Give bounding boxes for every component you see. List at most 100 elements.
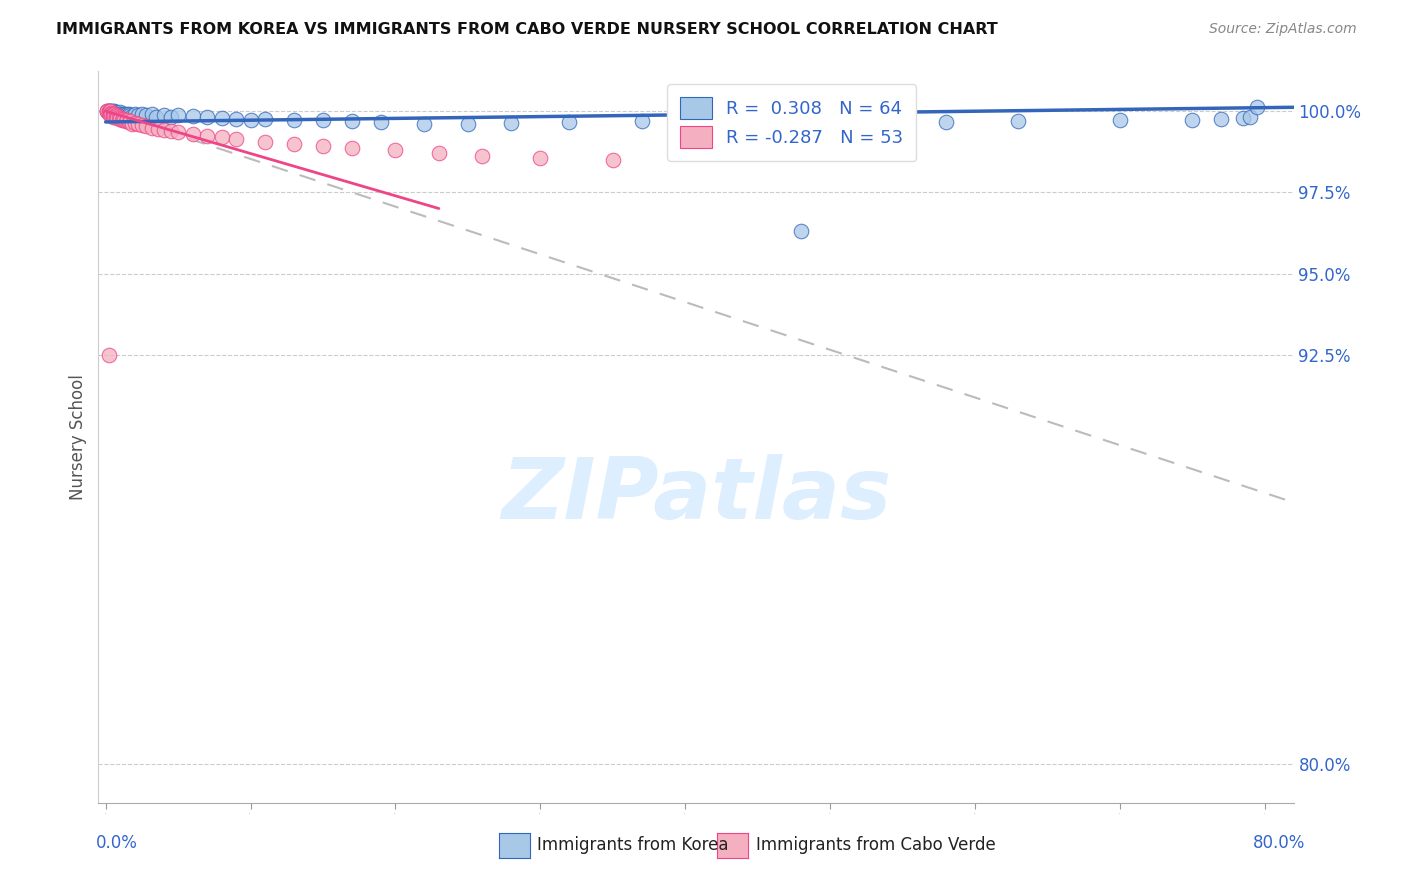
Point bbox=[100, 107, 122, 121]
Point bbox=[1108, 113, 1130, 128]
Point bbox=[558, 115, 581, 129]
Point bbox=[110, 112, 132, 127]
Text: ZIPatlas: ZIPatlas bbox=[501, 454, 891, 537]
Point bbox=[96, 104, 118, 119]
Point bbox=[112, 112, 135, 126]
Point bbox=[1209, 112, 1232, 126]
Text: Immigrants from Cabo Verde: Immigrants from Cabo Verde bbox=[756, 836, 997, 854]
Point bbox=[1007, 114, 1029, 128]
Point bbox=[100, 105, 122, 120]
Point bbox=[195, 110, 218, 124]
Point bbox=[239, 112, 262, 127]
Point bbox=[108, 107, 131, 121]
Point bbox=[211, 111, 233, 125]
Point bbox=[114, 107, 136, 121]
Point bbox=[97, 105, 120, 120]
Point bbox=[105, 108, 128, 122]
Point bbox=[471, 148, 494, 162]
Point bbox=[145, 110, 167, 124]
Point bbox=[101, 105, 124, 120]
Point bbox=[105, 110, 128, 124]
Point bbox=[97, 103, 120, 118]
Point bbox=[97, 106, 120, 120]
Point bbox=[104, 107, 127, 121]
Point bbox=[141, 120, 163, 135]
Point bbox=[384, 144, 406, 158]
Point bbox=[118, 107, 141, 121]
Point bbox=[457, 117, 479, 131]
Point bbox=[181, 127, 204, 141]
Point bbox=[225, 132, 247, 146]
Point bbox=[97, 348, 120, 362]
Point bbox=[283, 136, 305, 151]
Point bbox=[108, 111, 131, 125]
Point bbox=[108, 105, 131, 120]
Y-axis label: Nursery School: Nursery School bbox=[69, 374, 87, 500]
Point bbox=[253, 112, 276, 126]
Point bbox=[120, 114, 142, 128]
Point bbox=[96, 103, 118, 118]
Point bbox=[98, 104, 121, 119]
Point bbox=[167, 125, 190, 139]
Point bbox=[100, 106, 122, 120]
Point bbox=[195, 128, 218, 143]
Point bbox=[103, 108, 125, 122]
Point bbox=[121, 110, 143, 124]
Point bbox=[630, 114, 652, 128]
Point bbox=[370, 115, 392, 129]
Point bbox=[105, 106, 128, 120]
Point bbox=[427, 146, 450, 161]
Point bbox=[98, 103, 121, 118]
Point bbox=[135, 120, 157, 134]
Point bbox=[253, 135, 276, 149]
Point bbox=[146, 121, 169, 136]
Point bbox=[312, 138, 335, 153]
Text: Immigrants from Korea: Immigrants from Korea bbox=[537, 836, 728, 854]
Point bbox=[98, 104, 121, 119]
Point bbox=[100, 107, 122, 121]
Point bbox=[529, 151, 551, 165]
Point bbox=[124, 107, 146, 121]
Point bbox=[104, 108, 127, 122]
Text: 80.0%: 80.0% bbox=[1253, 834, 1305, 852]
Text: Source: ZipAtlas.com: Source: ZipAtlas.com bbox=[1209, 22, 1357, 37]
Point bbox=[127, 108, 149, 122]
Point bbox=[1246, 100, 1268, 114]
Point bbox=[98, 106, 121, 120]
Point bbox=[283, 112, 305, 127]
Point bbox=[96, 103, 118, 118]
Point bbox=[98, 108, 121, 122]
Point bbox=[225, 112, 247, 126]
Point bbox=[703, 115, 725, 129]
Point bbox=[1181, 112, 1204, 127]
Point bbox=[101, 110, 124, 124]
Point bbox=[101, 103, 124, 118]
Point bbox=[602, 153, 624, 168]
Point bbox=[98, 107, 121, 121]
Point bbox=[160, 110, 183, 124]
Point bbox=[120, 108, 142, 122]
Point bbox=[131, 118, 153, 132]
Point bbox=[104, 110, 127, 124]
Point bbox=[101, 108, 124, 122]
Point bbox=[141, 107, 163, 121]
Point bbox=[115, 114, 138, 128]
Point bbox=[101, 107, 124, 121]
Point bbox=[105, 111, 128, 125]
Text: 0.0%: 0.0% bbox=[96, 834, 138, 852]
Point bbox=[112, 108, 135, 122]
Point bbox=[167, 108, 190, 122]
Point bbox=[1239, 110, 1261, 124]
Point bbox=[107, 110, 129, 124]
Point bbox=[104, 105, 127, 120]
Point bbox=[340, 114, 363, 128]
Point bbox=[100, 103, 122, 118]
Point bbox=[160, 124, 183, 138]
Point bbox=[790, 224, 813, 238]
Point bbox=[103, 104, 125, 119]
Point bbox=[340, 141, 363, 155]
Point bbox=[118, 115, 141, 129]
Point bbox=[135, 108, 157, 122]
Point bbox=[107, 107, 129, 121]
Point bbox=[97, 103, 120, 118]
